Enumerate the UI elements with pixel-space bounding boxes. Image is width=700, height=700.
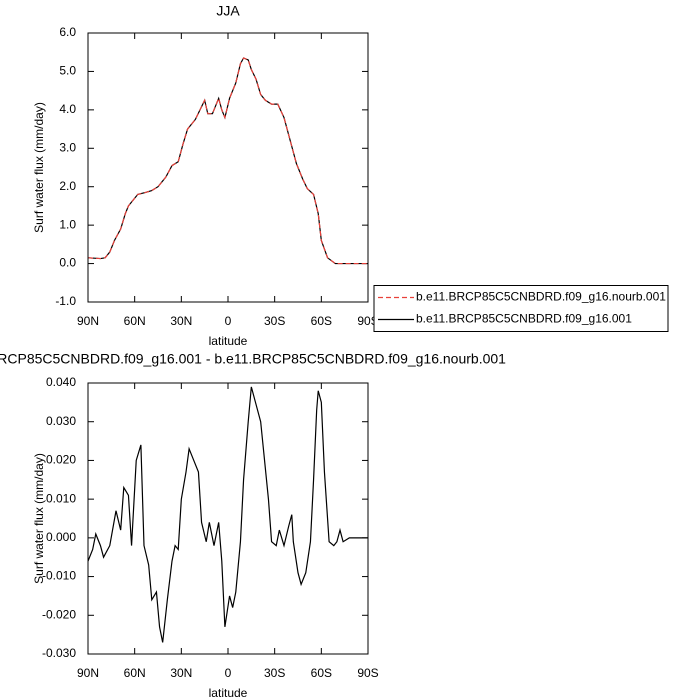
plot-frame bbox=[87, 382, 369, 655]
x-tick-label: 60S bbox=[311, 314, 332, 328]
x-tick-label: 90N bbox=[77, 314, 99, 328]
x-tick-label: 90S bbox=[357, 314, 378, 328]
data-line bbox=[87, 386, 368, 643]
x-tick-label: 30S bbox=[264, 666, 285, 680]
x-axis-label: latitude bbox=[209, 686, 248, 700]
chart-title: JJA bbox=[216, 3, 240, 19]
x-tick-label: 30N bbox=[170, 666, 192, 680]
y-tick-label: 5.0 bbox=[59, 64, 76, 78]
y-axis-label: Surf water flux (mm/day) bbox=[32, 102, 46, 233]
y-tick-label: 0.040 bbox=[46, 375, 76, 389]
x-axis-label: latitude bbox=[209, 334, 248, 348]
y-tick-label: -0.020 bbox=[42, 607, 76, 621]
legend-label: b.e11.BRCP85C5CNBDRD.f09_g16.nourb.001 bbox=[416, 290, 666, 304]
y-tick-label: 0.030 bbox=[46, 414, 76, 428]
data-line bbox=[87, 57, 368, 265]
x-tick-label: 30N bbox=[170, 314, 192, 328]
x-tick-label: 60N bbox=[124, 666, 146, 680]
y-tick-label: -0.030 bbox=[42, 646, 76, 660]
x-tick-label: 0 bbox=[225, 666, 232, 680]
y-tick-label: -1.0 bbox=[55, 294, 76, 308]
y-tick-label: 0.010 bbox=[46, 491, 76, 505]
x-tick-label: 60N bbox=[124, 314, 146, 328]
y-tick-label: 0.020 bbox=[46, 453, 76, 467]
x-tick-label: 60S bbox=[311, 666, 332, 680]
y-tick-label: 1.0 bbox=[59, 217, 76, 231]
y-tick-label: 3.0 bbox=[59, 140, 76, 154]
data-line bbox=[87, 57, 368, 265]
y-tick-label: 4.0 bbox=[59, 102, 76, 116]
x-tick-label: 90N bbox=[77, 666, 99, 680]
chart-title: b.e11.BRCP85C5CNBDRD.f09_g16.001 - b.e11… bbox=[0, 351, 506, 367]
y-tick-label: 6.0 bbox=[59, 25, 76, 39]
x-tick-label: 90S bbox=[357, 666, 378, 680]
y-axis-label: Surf water flux (mm/day) bbox=[32, 453, 46, 584]
x-tick-label: 0 bbox=[225, 314, 232, 328]
x-tick-label: 30S bbox=[264, 314, 285, 328]
legend-box bbox=[373, 285, 669, 332]
y-tick-label: 2.0 bbox=[59, 179, 76, 193]
plot-frame bbox=[87, 32, 369, 303]
legend-label: b.e11.BRCP85C5CNBDRD.f09_g16.001 bbox=[416, 312, 632, 326]
y-tick-label: -0.010 bbox=[42, 569, 76, 583]
y-tick-label: 0.0 bbox=[59, 256, 76, 270]
y-tick-label: 0.000 bbox=[46, 530, 76, 544]
